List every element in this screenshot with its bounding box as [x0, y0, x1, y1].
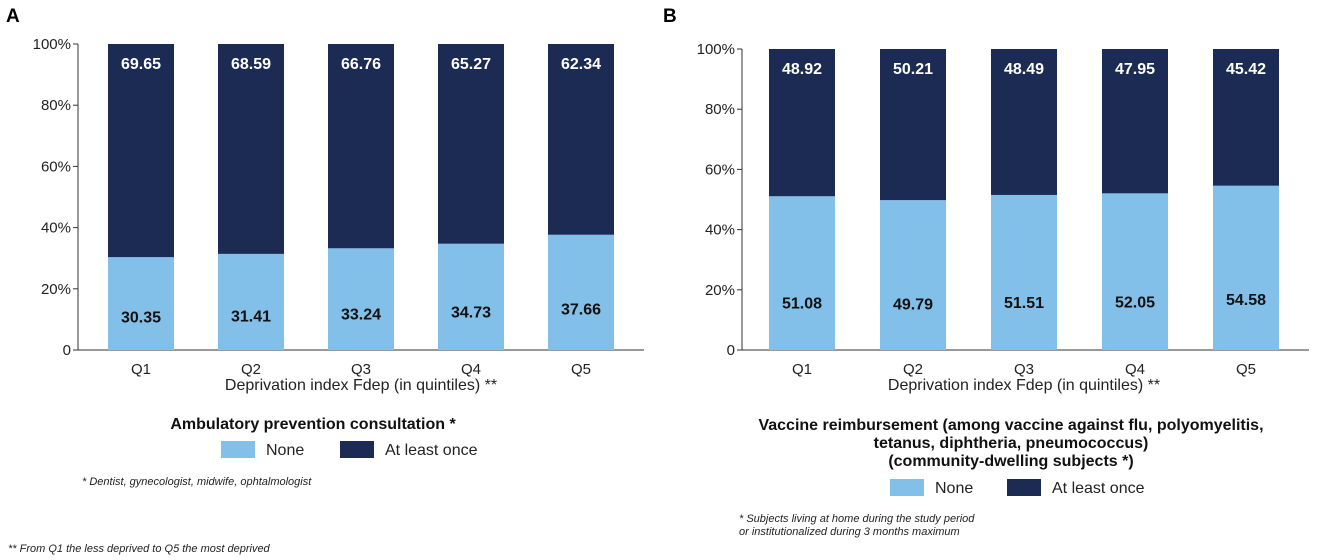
legend-swatch-at-least-once	[1007, 479, 1041, 496]
panel-letter: B	[663, 6, 677, 27]
data-label-none: 34.73	[451, 305, 491, 322]
x-axis-label: Deprivation index Fdep (in quintiles) **	[888, 377, 1160, 394]
footnote: or institutionalized during 3 months max…	[739, 526, 960, 538]
bar-at-least-once-q4	[1102, 49, 1168, 194]
bar-none-q5	[548, 234, 614, 350]
x-tick-label: Q5	[571, 361, 591, 378]
footnote: * Subjects living at home during the stu…	[739, 513, 975, 525]
chart-panel-b: B 0 20% 40% 60% 80% 100% 51.08 48.92 Q1 49.79 50.21…	[663, 6, 1309, 538]
data-label-none: 51.08	[782, 295, 822, 312]
bar-none-q4	[438, 243, 504, 350]
bar-none-q3	[991, 194, 1057, 350]
data-label-none: 31.41	[231, 308, 271, 325]
bar-none-q2	[880, 200, 946, 350]
bar-at-least-once-q1	[108, 44, 174, 258]
data-label-at-least-once: 47.95	[1115, 61, 1155, 78]
data-label-at-least-once: 48.92	[782, 61, 822, 78]
y-tick-label: 0	[63, 342, 71, 359]
footnote: * Dentist, gynecologist, midwife, ophtal…	[82, 476, 312, 488]
x-tick-label: Q3	[1014, 361, 1034, 378]
y-tick-label: 40%	[41, 220, 71, 237]
bar-none-q1	[108, 257, 174, 350]
legend-label-at-least-once: At least once	[1052, 480, 1145, 497]
data-label-none: 54.58	[1226, 292, 1266, 309]
bar-at-least-once-q2	[218, 44, 284, 254]
bar-none-q2	[218, 253, 284, 350]
bar-at-least-once-q1	[769, 49, 835, 197]
legend-label-none: None	[266, 442, 304, 459]
x-tick-label: Q2	[903, 361, 923, 378]
data-label-none: 49.79	[893, 297, 933, 314]
data-label-at-least-once: 62.34	[561, 56, 601, 73]
legend-title: Vaccine reimbursement (among vaccine aga…	[758, 417, 1263, 434]
legend-swatch-at-least-once	[340, 441, 374, 458]
y-tick-label: 60%	[41, 158, 71, 175]
legend-label-at-least-once: At least once	[385, 442, 478, 459]
data-label-at-least-once: 48.49	[1004, 61, 1044, 78]
data-label-none: 51.51	[1004, 295, 1044, 312]
data-label-at-least-once: 69.65	[121, 56, 161, 73]
data-label-none: 33.24	[341, 306, 381, 323]
bar-at-least-once-q3	[328, 44, 394, 249]
bar-none-q1	[769, 196, 835, 350]
bottom-note: ** From Q1 the less deprived to Q5 the m…	[8, 543, 271, 555]
bar-at-least-once-q5	[548, 44, 614, 235]
x-tick-label: Q3	[351, 361, 371, 378]
data-label-none: 52.05	[1115, 294, 1155, 311]
data-label-at-least-once: 68.59	[231, 56, 271, 73]
y-tick-label: 20%	[705, 282, 735, 299]
bar-at-least-once-q2	[880, 49, 946, 201]
x-tick-label: Q2	[241, 361, 261, 378]
data-label-at-least-once: 45.42	[1226, 61, 1266, 78]
bar-none-q4	[1102, 193, 1168, 350]
bar-at-least-once-q3	[991, 49, 1057, 195]
y-tick-label: 80%	[41, 97, 71, 114]
y-tick-label: 20%	[41, 281, 71, 298]
x-tick-label: Q4	[461, 361, 481, 378]
data-label-at-least-once: 50.21	[893, 61, 933, 78]
data-label-none: 30.35	[121, 310, 161, 327]
bar-none-q3	[328, 248, 394, 350]
y-tick-label: 100%	[697, 41, 735, 58]
y-tick-label: 60%	[705, 161, 735, 178]
y-tick-label: 40%	[705, 222, 735, 239]
legend-title: (community-dwelling subjects *)	[888, 453, 1133, 470]
bar-at-least-once-q5	[1213, 49, 1279, 186]
bar-none-q5	[1213, 185, 1279, 350]
y-tick-label: 100%	[33, 36, 71, 53]
panel-letter: A	[6, 6, 20, 27]
x-tick-label: Q1	[792, 361, 812, 378]
data-label-none: 37.66	[561, 302, 601, 319]
legend-title: Ambulatory prevention consultation *	[170, 416, 456, 433]
legend-label-none: None	[935, 480, 973, 497]
data-label-at-least-once: 66.76	[341, 56, 381, 73]
x-tick-label: Q1	[131, 361, 151, 378]
y-tick-label: 0	[727, 342, 735, 359]
y-tick-label: 80%	[705, 101, 735, 118]
data-label-at-least-once: 65.27	[451, 56, 491, 73]
legend-swatch-none	[221, 441, 255, 458]
chart-panel-a: A 0 20% 40% 60% 80% 100% 30.35 69.65 Q1 31.41 68.59…	[6, 6, 644, 488]
x-tick-label: Q5	[1236, 361, 1256, 378]
x-tick-label: Q4	[1125, 361, 1145, 378]
legend-title: tetanus, diphtheria, pneumococcus)	[874, 435, 1149, 452]
x-axis-label: Deprivation index Fdep (in quintiles) **	[225, 377, 497, 394]
legend-swatch-none	[890, 479, 924, 496]
bar-at-least-once-q4	[438, 44, 504, 244]
